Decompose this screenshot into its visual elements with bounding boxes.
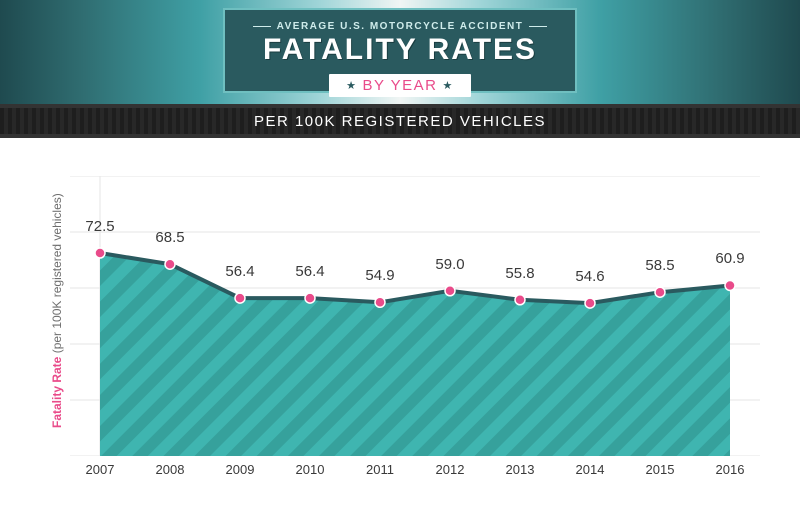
xaxis-tick: 2012 [436,462,465,477]
title-box: AVERAGE U.S. MOTORCYCLE ACCIDENT FATALIT… [223,8,578,93]
data-label: 54.9 [365,267,394,284]
xaxis-tick: 2010 [296,462,325,477]
overline-text: AVERAGE U.S. MOTORCYCLE ACCIDENT [247,21,554,32]
data-label: 56.4 [225,263,254,280]
xaxis-tick: 2011 [366,462,394,477]
data-label: 72.5 [85,218,114,235]
data-label: 58.5 [645,257,674,274]
yaxis-plain: (per 100K registered vehicles) [50,193,64,356]
main-title: FATALITY RATES [247,34,554,66]
xaxis-tick: 2014 [576,462,605,477]
xaxis-tick: 2016 [716,462,745,477]
area-fill [100,253,730,456]
data-label: 54.6 [575,268,604,285]
xaxis-tick: 2007 [86,462,115,477]
data-label: 55.8 [505,265,534,282]
data-label: 56.4 [295,263,324,280]
byyear-badge: BY YEAR [329,74,471,97]
data-label: 60.9 [715,250,744,267]
data-label: 59.0 [435,256,464,273]
plot-svg [70,176,760,456]
subtitle-bar: PER 100K REGISTERED VEHICLES [0,104,800,138]
xaxis-tick: 2013 [506,462,535,477]
chart-area: Fatality Rate (per 100K registered vehic… [0,138,800,518]
xaxis-tick: 2009 [226,462,255,477]
yaxis-label: Fatality Rate (per 100K registered vehic… [50,193,64,428]
header-banner: AVERAGE U.S. MOTORCYCLE ACCIDENT FATALIT… [0,0,800,108]
xaxis-tick: 2015 [646,462,675,477]
xaxis-tick: 2008 [156,462,185,477]
yaxis-bold: Fatality Rate [50,357,64,428]
data-label: 68.5 [155,229,184,246]
